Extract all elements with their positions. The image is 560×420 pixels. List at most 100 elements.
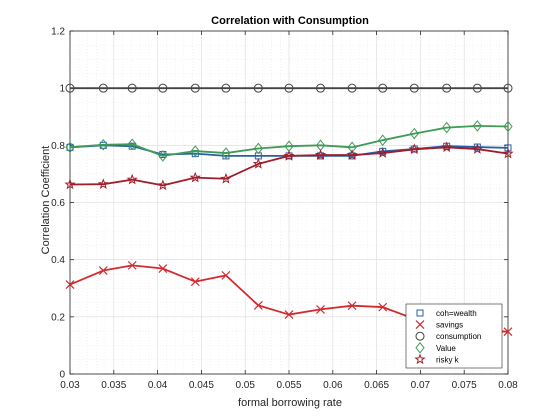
- data-point: [408, 143, 420, 155]
- data-point: [503, 120, 513, 133]
- data-point: [346, 149, 358, 160]
- x-tick-label: 0.035: [101, 380, 126, 391]
- data-point: [253, 300, 263, 310]
- x-tick-label: 0.05: [235, 380, 255, 391]
- x-tick-label: 0.065: [364, 380, 389, 391]
- data-point: [65, 280, 75, 289]
- legend-item: risky k: [414, 353, 460, 365]
- data-point: [472, 83, 482, 93]
- legend-marker: [414, 353, 426, 365]
- series-risky-k: [64, 141, 514, 191]
- data-point: [127, 138, 137, 150]
- data-point: [283, 149, 295, 161]
- data-point: [126, 173, 138, 185]
- x-tick-label: 0.055: [276, 380, 301, 391]
- data-point: [65, 141, 75, 154]
- data-point: [190, 145, 200, 157]
- data-point: [347, 83, 357, 93]
- y-tick-label: 1.2: [51, 27, 65, 38]
- legend-item: coh=wealth: [416, 309, 477, 318]
- data-point: [220, 172, 232, 184]
- data-point: [409, 127, 419, 140]
- legend-item: consumption: [415, 331, 481, 341]
- data-point: [284, 83, 294, 93]
- legend-label: consumption: [436, 332, 481, 341]
- plot-area: 0.03 0.035 0.04 0.045 0.05 0.055 0.06 0.065 0.07…: [51, 27, 518, 392]
- data-point: [378, 302, 388, 312]
- data-point: [284, 310, 294, 319]
- legend-marker: [415, 331, 425, 341]
- data-point: [441, 141, 453, 153]
- legend-marker: [415, 341, 425, 354]
- data-point: [503, 83, 513, 93]
- data-point: [190, 83, 200, 93]
- data-point: [190, 277, 200, 287]
- y-tick-label: 0.4: [51, 255, 65, 266]
- data-point: [378, 83, 388, 93]
- data-point: [347, 141, 357, 154]
- data-point: [252, 157, 264, 169]
- data-point: [316, 83, 326, 93]
- data-point: [253, 142, 263, 155]
- legend: coh=wealth savings consumption Value risky k: [405, 303, 503, 369]
- data-point: [503, 327, 513, 337]
- data-point: [221, 270, 231, 280]
- x-tick-label: 0.08: [498, 380, 518, 391]
- x-tick-label: 0.03: [60, 380, 80, 391]
- data-point: [347, 301, 357, 311]
- data-point: [472, 120, 482, 132]
- data-point: [97, 178, 109, 189]
- data-point: [98, 138, 108, 151]
- legend-marker: [415, 320, 425, 330]
- data-point: [127, 260, 137, 270]
- x-tick-label: 0.04: [148, 380, 168, 391]
- y-axis-title: Correlation Coefficient: [40, 146, 52, 255]
- data-point: [253, 83, 263, 93]
- series-line: [69, 125, 509, 157]
- x-tick-label: 0.045: [189, 380, 214, 391]
- data-point: [316, 304, 325, 314]
- series-consumption: [65, 83, 513, 93]
- data-point: [64, 178, 76, 190]
- series-line: [69, 146, 509, 187]
- legend-label: savings: [436, 321, 463, 330]
- data-point: [378, 134, 388, 146]
- data-point: [442, 121, 452, 134]
- data-point: [221, 147, 231, 159]
- data-point: [221, 83, 231, 93]
- data-point: [442, 83, 452, 93]
- x-tick-label: 0.07: [411, 380, 431, 391]
- y-tick-label: 1: [59, 84, 65, 95]
- legend-box: [405, 303, 503, 369]
- legend-item: Value: [415, 341, 456, 354]
- legend-marker: [416, 309, 424, 317]
- data-point: [98, 266, 108, 275]
- y-tick-label: 0.8: [51, 141, 65, 152]
- data-point: [98, 83, 108, 93]
- data-point: [157, 179, 169, 191]
- data-point: [377, 147, 389, 158]
- x-tick-label: 0.06: [323, 380, 343, 391]
- data-point: [502, 147, 514, 159]
- data-point: [127, 83, 137, 93]
- data-point: [189, 171, 201, 183]
- legend-label: risky k: [436, 355, 460, 364]
- x-tick-label: 0.075: [452, 380, 477, 391]
- chart-title: Correlation with Consumption: [211, 15, 369, 27]
- data-point: [314, 149, 327, 160]
- data-point: [65, 83, 75, 93]
- data-point: [471, 143, 483, 154]
- legend-item: savings: [415, 320, 463, 330]
- data-point: [158, 150, 168, 162]
- data-point: [504, 144, 512, 152]
- legend-label: coh=wealth: [436, 309, 477, 318]
- y-tick-label: 0.6: [51, 198, 65, 209]
- data-point: [409, 83, 419, 93]
- y-tick-label: 0: [59, 370, 65, 381]
- data-point: [158, 264, 168, 273]
- legend-label: Value: [436, 344, 456, 353]
- x-axis-title: formal borrowing rate: [238, 397, 342, 409]
- y-tick-label: 0.2: [51, 312, 65, 323]
- data-point: [158, 83, 168, 93]
